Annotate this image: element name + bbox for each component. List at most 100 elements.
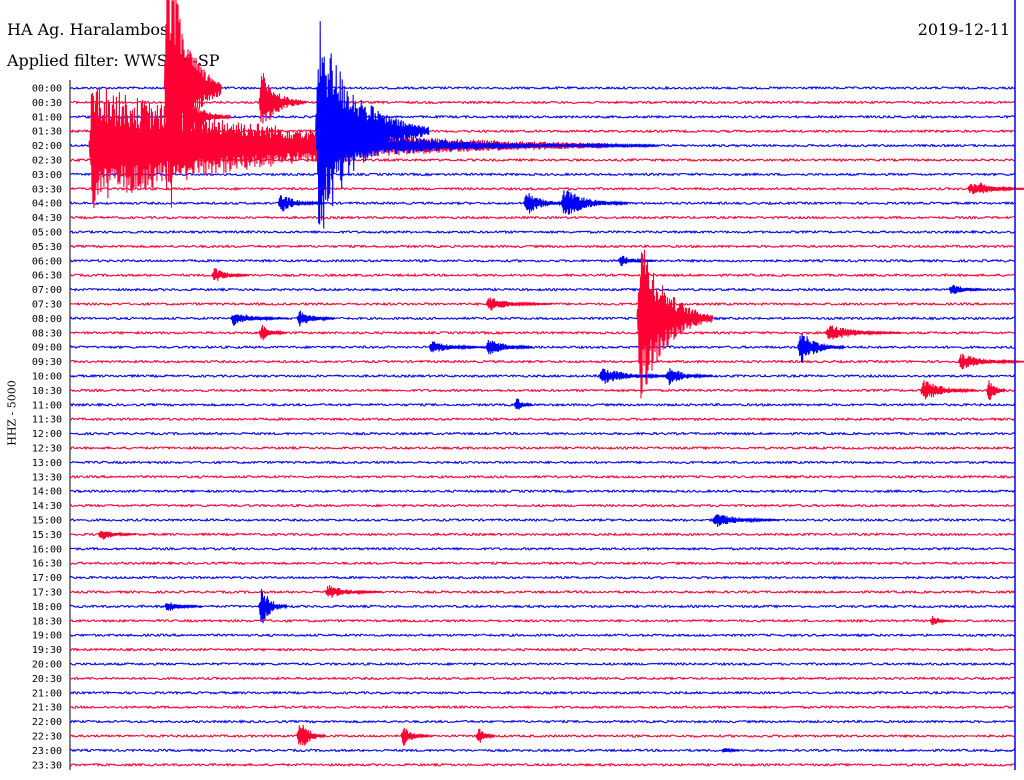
time-tick-label: 18:30: [32, 616, 62, 627]
time-tick-label: 14:30: [32, 501, 62, 512]
seismic-event: [230, 314, 288, 326]
trace-row: [69, 488, 1016, 494]
seismic-event: [164, 602, 203, 612]
seismic-event: [825, 325, 902, 340]
trace-row: [69, 517, 1016, 523]
seismic-event: [929, 615, 949, 625]
seismic-event: [617, 255, 656, 267]
seismic-event: [513, 398, 534, 410]
trace-row: [69, 316, 1016, 321]
trace-row: [70, 704, 1016, 710]
time-tick-label: 08:00: [32, 314, 62, 325]
time-tick-label: 16:00: [32, 544, 62, 555]
seismic-event: [211, 268, 250, 281]
time-tick-label: 06:00: [32, 256, 62, 267]
time-tick-label: 15:00: [32, 516, 62, 527]
seismic-event: [324, 585, 382, 598]
seismic-event: [324, 129, 657, 162]
seismic-event: [428, 341, 486, 353]
trace-row: [69, 661, 1016, 667]
trace-row: [69, 344, 1016, 350]
trace-row: [69, 762, 1016, 768]
seismic-event: [182, 100, 231, 137]
time-tick-label: 15:30: [32, 530, 62, 541]
time-tick-label: 11:30: [32, 415, 62, 426]
time-tick-label: 14:00: [32, 487, 62, 498]
time-tick-label: 09:30: [32, 357, 62, 368]
time-tick-label: 22:00: [32, 717, 62, 728]
seismic-event: [315, 21, 430, 229]
trace-row: [69, 748, 1016, 753]
trace-row: [69, 186, 1016, 192]
time-tick-label: 05:00: [32, 228, 62, 239]
seismic-event: [636, 249, 714, 399]
trace-row: [69, 100, 1016, 105]
seismic-event: [797, 333, 846, 363]
time-tick-label: 22:30: [32, 732, 62, 743]
time-tick-label: 19:30: [32, 645, 62, 656]
time-tick-label: 12:00: [32, 429, 62, 440]
trace-row: [69, 676, 1016, 681]
time-tick-label: 09:00: [32, 343, 62, 354]
time-tick-label: 07:00: [32, 285, 62, 296]
trace-row: [69, 474, 1016, 479]
trace-row: [69, 359, 1016, 364]
time-tick-label: 11:00: [32, 400, 62, 411]
seismic-event: [919, 380, 978, 400]
trace-row: [69, 719, 1016, 725]
time-tick-label: 23:00: [32, 746, 62, 757]
time-tick-label: 17:30: [32, 588, 62, 599]
seismic-event: [664, 368, 713, 386]
seismic-event: [163, 0, 222, 208]
time-tick-label: 13:30: [32, 472, 62, 483]
trace-row: [69, 172, 1016, 177]
seismic-event: [296, 310, 335, 327]
trace-row: [69, 575, 1016, 580]
trace-row: [69, 215, 1016, 220]
trace-row: [69, 503, 1016, 508]
time-tick-label: 05:30: [32, 242, 62, 253]
time-tick-label: 12:30: [32, 444, 62, 455]
trace-row: [69, 618, 1016, 623]
time-tick-label: 03:00: [32, 170, 62, 181]
date-label: 2019-12-11: [917, 20, 1010, 39]
seismic-event: [957, 353, 1024, 370]
seismic-event: [598, 368, 676, 384]
seismic-event: [277, 195, 326, 212]
trace-row: [69, 647, 1016, 652]
time-tick-label: 00:30: [32, 98, 62, 109]
trace-row: [69, 589, 1016, 595]
seismic-event: [475, 728, 496, 743]
time-tick-label: 20:30: [32, 674, 62, 685]
trace-row: [69, 258, 1016, 264]
time-tick-label: 21:00: [32, 688, 62, 699]
time-tick-label: 17:00: [32, 573, 62, 584]
trace-row: [69, 690, 1016, 696]
seismic-event: [485, 339, 534, 355]
seismic-event: [986, 380, 1006, 401]
time-tick-label: 00:00: [32, 84, 62, 95]
trace-row: [69, 416, 1016, 422]
trace-row: [69, 402, 1016, 408]
seismic-event: [976, 182, 1024, 194]
trace-row: [69, 388, 1016, 393]
time-tick-label: 04:30: [32, 213, 62, 224]
station-title: HA Ag. Haralambos: [7, 20, 169, 39]
time-tick-label: 18:00: [32, 602, 62, 613]
seismic-event: [258, 588, 288, 624]
seismic-event: [560, 190, 628, 215]
trace-row: [69, 604, 1016, 609]
trace-row: [69, 560, 1016, 566]
time-tick-label: 02:30: [32, 156, 62, 167]
seismic-event: [721, 747, 741, 754]
trace-row: [69, 445, 1016, 451]
trace-row: [69, 733, 1016, 739]
trace-row: [70, 244, 1016, 249]
time-tick-label: 13:00: [32, 458, 62, 469]
time-tick-label: 08:30: [32, 328, 62, 339]
trace-row: [69, 532, 1016, 537]
time-tick-label: 10:00: [32, 372, 62, 383]
time-tick-label: 19:00: [32, 631, 62, 642]
time-tick-label: 07:30: [32, 300, 62, 311]
